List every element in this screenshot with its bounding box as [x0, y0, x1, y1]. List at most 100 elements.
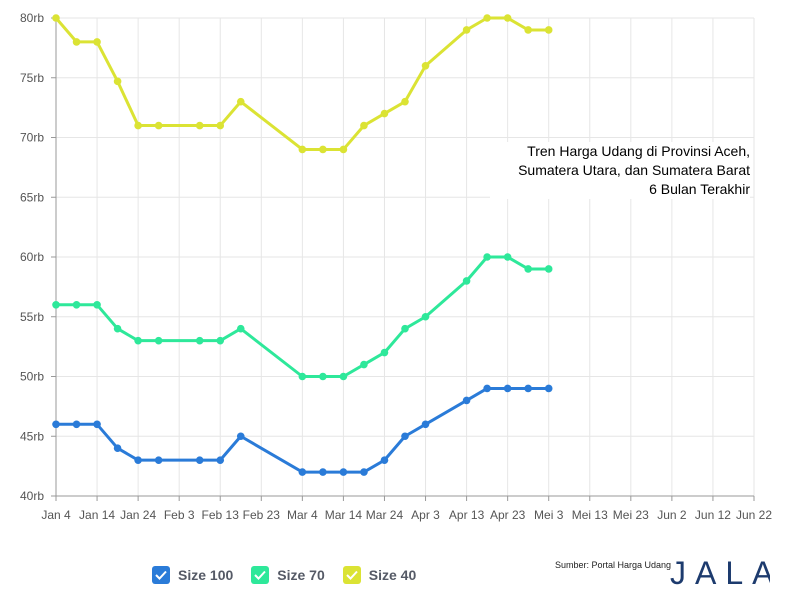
- data-point[interactable]: [93, 38, 101, 46]
- chart-title-line-3: 6 Bulan Terakhir: [649, 181, 750, 197]
- data-point[interactable]: [195, 456, 204, 464]
- data-point[interactable]: [360, 468, 368, 476]
- chart-title-line-1: Tren Harga Udang di Provinsi Aceh,: [527, 143, 750, 159]
- x-tick-label: Apr 23: [490, 508, 526, 522]
- x-tick-label: Feb 13: [202, 508, 240, 522]
- data-point[interactable]: [524, 384, 532, 393]
- y-tick-label: 50rb: [20, 370, 44, 384]
- data-point[interactable]: [339, 468, 348, 476]
- grid-lines: [55, 17, 755, 497]
- data-point[interactable]: [319, 468, 327, 476]
- data-point[interactable]: [524, 26, 532, 34]
- data-point[interactable]: [236, 432, 245, 441]
- y-tick-label: 80rb: [20, 11, 44, 25]
- x-tick-label: Jan 24: [120, 508, 156, 522]
- x-tick-label: Jun 22: [736, 508, 772, 522]
- data-point[interactable]: [319, 145, 327, 154]
- data-point[interactable]: [544, 26, 553, 34]
- data-point[interactable]: [154, 456, 163, 464]
- source-text: Sumber: Portal Harga Udang: [555, 560, 672, 570]
- data-point[interactable]: [52, 420, 60, 429]
- y-tick-label: 70rb: [20, 131, 44, 145]
- series-size-100: [52, 384, 553, 476]
- legend-item-size-70[interactable]: Size 70: [251, 566, 325, 584]
- data-point[interactable]: [544, 265, 553, 273]
- data-point[interactable]: [421, 420, 430, 429]
- data-point[interactable]: [380, 348, 389, 357]
- data-point[interactable]: [483, 384, 491, 393]
- x-tick-label: Jun 12: [695, 508, 731, 522]
- data-point[interactable]: [134, 336, 142, 345]
- y-tick-label: 40rb: [20, 489, 44, 503]
- data-point[interactable]: [360, 360, 368, 369]
- data-point[interactable]: [195, 121, 204, 130]
- y-tick-label: 75rb: [20, 71, 44, 85]
- data-point[interactable]: [483, 253, 491, 261]
- series-lines: [52, 14, 553, 476]
- y-tick-label: 45rb: [20, 429, 44, 443]
- data-point[interactable]: [503, 384, 512, 393]
- data-point[interactable]: [113, 77, 122, 86]
- x-tick-label: Mar 4: [287, 508, 318, 522]
- data-point[interactable]: [380, 109, 389, 118]
- data-point[interactable]: [524, 265, 532, 273]
- data-point[interactable]: [52, 14, 60, 22]
- x-tick-label: Apr 3: [411, 508, 440, 522]
- data-point[interactable]: [113, 324, 122, 333]
- data-point[interactable]: [113, 444, 122, 453]
- legend-label: Size 40: [368, 567, 417, 583]
- data-point[interactable]: [503, 14, 512, 22]
- x-tick-label: Feb 23: [243, 508, 281, 522]
- data-point[interactable]: [339, 145, 348, 154]
- data-point[interactable]: [216, 336, 225, 345]
- data-point[interactable]: [503, 253, 512, 261]
- data-point[interactable]: [154, 336, 163, 345]
- data-point[interactable]: [216, 456, 225, 464]
- data-point[interactable]: [421, 62, 430, 70]
- data-point[interactable]: [544, 384, 553, 393]
- data-point[interactable]: [401, 432, 409, 441]
- data-point[interactable]: [236, 97, 245, 106]
- x-tick-label: Mei 23: [613, 508, 649, 522]
- x-tick-label: Mei 3: [534, 508, 564, 522]
- data-point[interactable]: [319, 372, 327, 381]
- legend-item-size-40[interactable]: Size 40: [342, 566, 417, 584]
- x-tick-label: Mei 13: [572, 508, 608, 522]
- data-point[interactable]: [72, 38, 81, 46]
- checkbox-checked-icon[interactable]: [152, 566, 170, 584]
- checkbox-checked-icon[interactable]: [251, 566, 270, 584]
- data-point[interactable]: [154, 121, 163, 130]
- checkbox-checked-icon[interactable]: [342, 566, 361, 584]
- data-point[interactable]: [401, 324, 409, 333]
- data-point[interactable]: [134, 121, 142, 130]
- data-point[interactable]: [483, 14, 491, 22]
- data-point[interactable]: [72, 420, 81, 429]
- data-point[interactable]: [462, 277, 471, 285]
- data-point[interactable]: [216, 121, 225, 130]
- x-tick-label: Jun 2: [657, 508, 687, 522]
- x-tick-label: Jan 4: [41, 508, 71, 522]
- jala-logo: JALA: [670, 555, 770, 589]
- legend-item-size-100[interactable]: Size 100: [152, 566, 233, 584]
- data-point[interactable]: [401, 97, 409, 106]
- data-point[interactable]: [298, 468, 307, 476]
- y-tick-label: 65rb: [20, 190, 44, 204]
- data-point[interactable]: [134, 456, 142, 464]
- data-point[interactable]: [462, 396, 471, 405]
- data-point[interactable]: [380, 456, 389, 464]
- data-point[interactable]: [72, 301, 81, 309]
- data-point[interactable]: [52, 301, 60, 309]
- series-size-40: [52, 14, 553, 154]
- data-point[interactable]: [339, 372, 348, 381]
- data-point[interactable]: [298, 372, 307, 381]
- data-point[interactable]: [93, 420, 101, 429]
- data-point[interactable]: [195, 336, 204, 345]
- data-point[interactable]: [462, 26, 471, 34]
- data-point[interactable]: [236, 324, 245, 333]
- chart-title: Tren Harga Udang di Provinsi Aceh, Sumat…: [490, 142, 750, 199]
- data-point[interactable]: [93, 301, 101, 309]
- data-point[interactable]: [360, 121, 368, 130]
- logo-text: JALA: [670, 555, 770, 589]
- data-point[interactable]: [298, 145, 307, 154]
- data-point[interactable]: [421, 312, 430, 321]
